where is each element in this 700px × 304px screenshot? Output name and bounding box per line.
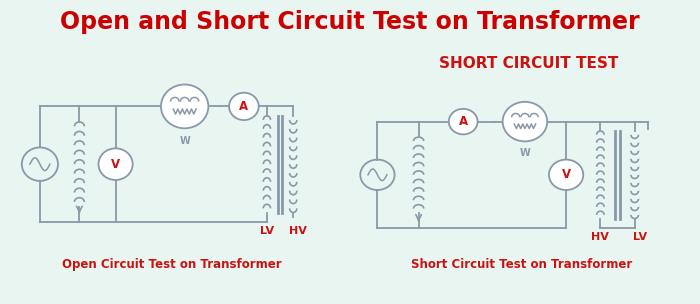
Circle shape bbox=[503, 102, 547, 141]
Text: LV: LV bbox=[260, 226, 274, 237]
Circle shape bbox=[99, 148, 133, 180]
Text: A: A bbox=[458, 115, 468, 128]
Text: LV: LV bbox=[633, 232, 647, 242]
Text: Short Circuit Test on Transformer: Short Circuit Test on Transformer bbox=[411, 258, 632, 271]
Circle shape bbox=[161, 85, 209, 128]
Text: V: V bbox=[561, 168, 570, 181]
Text: W: W bbox=[179, 136, 190, 146]
Text: W: W bbox=[519, 148, 531, 158]
Circle shape bbox=[229, 93, 259, 120]
Text: Open Circuit Test on Transformer: Open Circuit Test on Transformer bbox=[62, 258, 281, 271]
Circle shape bbox=[549, 160, 583, 190]
Circle shape bbox=[449, 109, 477, 134]
Text: HV: HV bbox=[592, 232, 609, 242]
Text: HV: HV bbox=[289, 226, 307, 237]
Text: V: V bbox=[111, 158, 120, 171]
Text: Open and Short Circuit Test on Transformer: Open and Short Circuit Test on Transform… bbox=[60, 10, 640, 34]
Text: A: A bbox=[239, 100, 248, 113]
Text: SHORT CIRCUIT TEST: SHORT CIRCUIT TEST bbox=[439, 56, 618, 71]
